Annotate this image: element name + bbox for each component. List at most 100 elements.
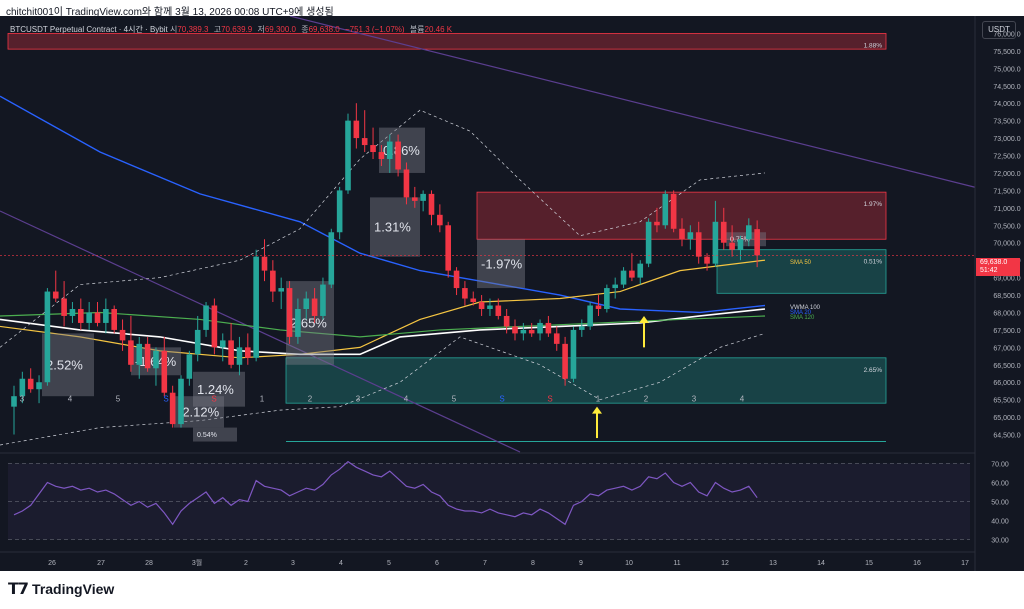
currency-badge[interactable]: USDT bbox=[982, 21, 1016, 39]
candle-body[interactable] bbox=[595, 305, 602, 309]
candle-body[interactable] bbox=[161, 350, 168, 393]
candle-body[interactable] bbox=[378, 152, 385, 160]
candle-body[interactable] bbox=[78, 308, 84, 323]
candle-body[interactable] bbox=[236, 347, 243, 365]
price-chart[interactable]: 1.88%1.97%0.51%2.65%2.52%-1.64%1.24%-2.1… bbox=[0, 16, 1024, 571]
candle-body[interactable] bbox=[103, 308, 109, 323]
candle-body[interactable] bbox=[470, 298, 477, 303]
candle-body[interactable] bbox=[437, 214, 443, 226]
move-box-6[interactable] bbox=[370, 197, 420, 257]
candle-body[interactable] bbox=[737, 239, 744, 250]
candle-body[interactable] bbox=[203, 305, 209, 330]
candle-body[interactable] bbox=[487, 305, 493, 309]
candle-body[interactable] bbox=[412, 197, 418, 201]
candle-body[interactable] bbox=[420, 193, 426, 201]
candle-body[interactable] bbox=[136, 343, 143, 365]
candle-body[interactable] bbox=[153, 350, 159, 369]
candle-body[interactable] bbox=[670, 193, 677, 229]
candle-body[interactable] bbox=[579, 326, 585, 330]
candle-body[interactable] bbox=[746, 225, 752, 240]
chart-frame[interactable]: 1.88%1.97%0.51%2.65%2.52%-1.64%1.24%-2.1… bbox=[0, 16, 1024, 571]
candle-body[interactable] bbox=[604, 288, 610, 309]
candle-body[interactable] bbox=[695, 232, 702, 257]
zone-support-green[interactable] bbox=[716, 249, 887, 294]
candle-body[interactable] bbox=[720, 221, 727, 243]
candle-body[interactable] bbox=[629, 270, 635, 278]
candle-body[interactable] bbox=[528, 329, 535, 334]
candle-body[interactable] bbox=[211, 305, 218, 348]
candle-body[interactable] bbox=[562, 343, 568, 379]
move-box-0[interactable] bbox=[42, 333, 94, 397]
candle-body[interactable] bbox=[478, 302, 485, 309]
candle-body[interactable] bbox=[654, 221, 660, 226]
candle-body[interactable] bbox=[295, 308, 301, 337]
move-box-2[interactable] bbox=[193, 371, 245, 407]
candle-body[interactable] bbox=[345, 120, 351, 191]
candle-body[interactable] bbox=[61, 298, 67, 316]
move-box-7[interactable] bbox=[379, 127, 425, 173]
candle-body[interactable] bbox=[462, 288, 468, 299]
candle-body[interactable] bbox=[495, 305, 502, 316]
candle-body[interactable] bbox=[328, 232, 335, 285]
candle-body[interactable] bbox=[370, 145, 376, 153]
price-axis[interactable] bbox=[975, 16, 1024, 571]
candle-body[interactable] bbox=[128, 340, 134, 365]
candle-body[interactable] bbox=[228, 340, 234, 365]
tradingview-logo[interactable]: 𝗧𝟳 TradingView bbox=[8, 579, 114, 599]
candle-body[interactable] bbox=[520, 329, 527, 334]
candle-body[interactable] bbox=[278, 288, 284, 292]
candle-body[interactable] bbox=[503, 315, 510, 327]
candle-body[interactable] bbox=[754, 229, 760, 256]
candle-body[interactable] bbox=[194, 329, 201, 355]
candle-body[interactable] bbox=[645, 221, 652, 264]
candle-body[interactable] bbox=[587, 305, 593, 327]
candle-body[interactable] bbox=[704, 256, 710, 264]
candle-body[interactable] bbox=[286, 288, 293, 337]
candle-body[interactable] bbox=[553, 333, 560, 344]
candle-body[interactable] bbox=[620, 270, 627, 285]
candle-body[interactable] bbox=[512, 326, 518, 334]
candle-body[interactable] bbox=[679, 228, 685, 240]
candle-body[interactable] bbox=[570, 329, 577, 379]
candle-body[interactable] bbox=[712, 221, 719, 264]
candle-body[interactable] bbox=[186, 354, 193, 379]
candle-body[interactable] bbox=[219, 340, 226, 348]
candle-body[interactable] bbox=[44, 291, 51, 383]
zone-demand-green[interactable] bbox=[285, 357, 887, 404]
move-box-8[interactable] bbox=[477, 239, 525, 289]
move-box-4[interactable] bbox=[193, 427, 237, 442]
candle-body[interactable] bbox=[94, 312, 101, 323]
candle-body[interactable] bbox=[144, 343, 151, 369]
candle-body[interactable] bbox=[361, 138, 368, 146]
candle-body[interactable] bbox=[637, 263, 644, 278]
candle-body[interactable] bbox=[245, 347, 251, 358]
candle-body[interactable] bbox=[729, 242, 735, 250]
candle-body[interactable] bbox=[36, 382, 42, 390]
candle-body[interactable] bbox=[69, 308, 76, 316]
candle-body[interactable] bbox=[178, 378, 184, 425]
candle-body[interactable] bbox=[353, 120, 360, 139]
candle-body[interactable] bbox=[253, 256, 259, 358]
candle-body[interactable] bbox=[453, 270, 460, 289]
candle-body[interactable] bbox=[303, 298, 310, 309]
candle-body[interactable] bbox=[428, 193, 435, 215]
candle-body[interactable] bbox=[537, 322, 543, 334]
candle-body[interactable] bbox=[11, 396, 17, 407]
candle-body[interactable] bbox=[261, 256, 268, 271]
candle-body[interactable] bbox=[19, 378, 26, 397]
candle-body[interactable] bbox=[545, 322, 552, 334]
candle-body[interactable] bbox=[119, 329, 126, 341]
candle-body[interactable] bbox=[52, 291, 59, 299]
candle-body[interactable] bbox=[169, 392, 176, 425]
candle-body[interactable] bbox=[311, 298, 318, 316]
candle-body[interactable] bbox=[336, 190, 343, 233]
zone-top-red[interactable] bbox=[7, 33, 887, 50]
candle-body[interactable] bbox=[86, 312, 92, 323]
candle-body[interactable] bbox=[386, 141, 393, 160]
move-box-5[interactable] bbox=[286, 281, 334, 365]
candle-body[interactable] bbox=[27, 378, 34, 390]
candle-body[interactable] bbox=[662, 193, 669, 226]
candle-body[interactable] bbox=[111, 308, 117, 330]
candle-body[interactable] bbox=[445, 225, 451, 271]
candle-body[interactable] bbox=[687, 232, 694, 240]
